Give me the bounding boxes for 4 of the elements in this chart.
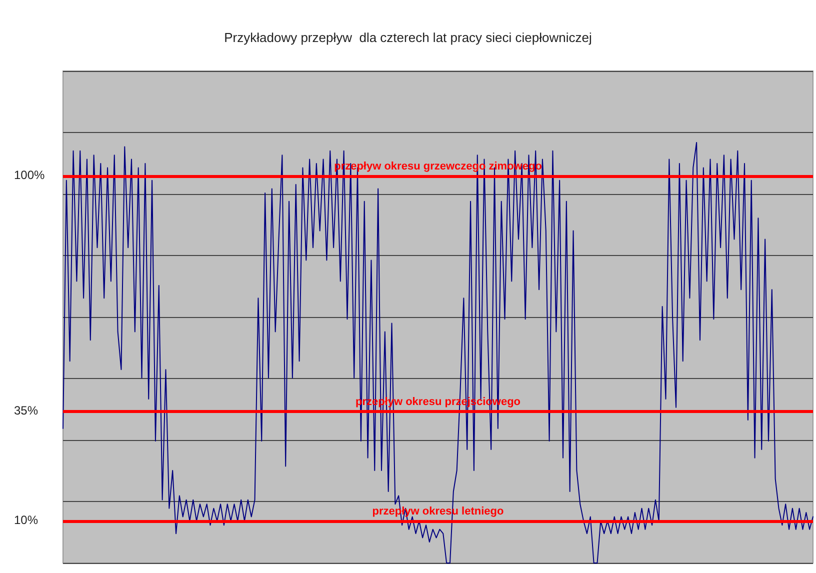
text: 35% <box>14 404 38 418</box>
text: 100% <box>14 168 46 182</box>
text: 10% <box>14 512 38 527</box>
chart-title: Przykładowy przepływ dla czterech lat pracy sieci ciepłowniczej <box>224 30 592 45</box>
